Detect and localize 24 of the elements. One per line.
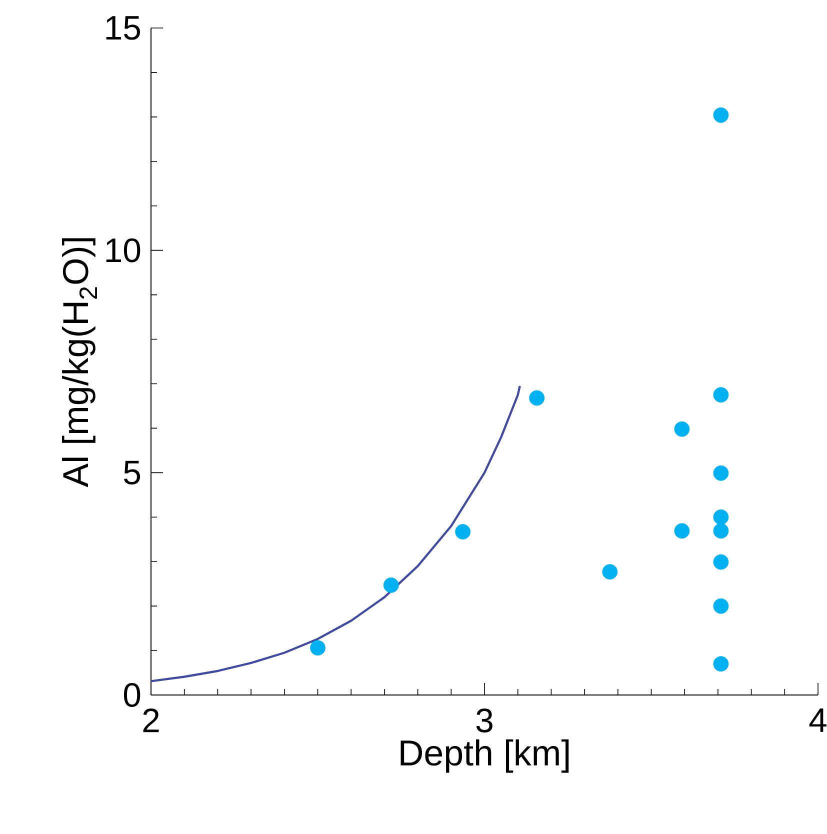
point bbox=[310, 640, 326, 656]
point bbox=[383, 577, 399, 593]
point bbox=[674, 421, 690, 437]
point bbox=[674, 523, 690, 539]
y-tick-label: 10 bbox=[106, 238, 140, 262]
point bbox=[713, 107, 729, 123]
point bbox=[713, 465, 729, 481]
point bbox=[713, 509, 729, 525]
x-tick-label: 4 bbox=[809, 708, 826, 732]
y-tick-label: 15 bbox=[106, 16, 140, 40]
point bbox=[713, 523, 729, 539]
y-tick-label: 0 bbox=[124, 683, 140, 707]
x-axis-title: Depth [km] bbox=[400, 739, 569, 773]
y-axis-title: Al [mg/kg(H$_{2}$O)] bbox=[62, 238, 97, 488]
point bbox=[713, 656, 729, 672]
point bbox=[529, 390, 545, 406]
point bbox=[713, 387, 729, 403]
point bbox=[713, 598, 729, 614]
point bbox=[602, 564, 618, 580]
point bbox=[455, 524, 471, 540]
point bbox=[713, 554, 729, 570]
y-tick-label: 5 bbox=[124, 460, 140, 484]
x-tick-label: 3 bbox=[476, 708, 492, 732]
x-tick-label: 2 bbox=[143, 708, 159, 732]
